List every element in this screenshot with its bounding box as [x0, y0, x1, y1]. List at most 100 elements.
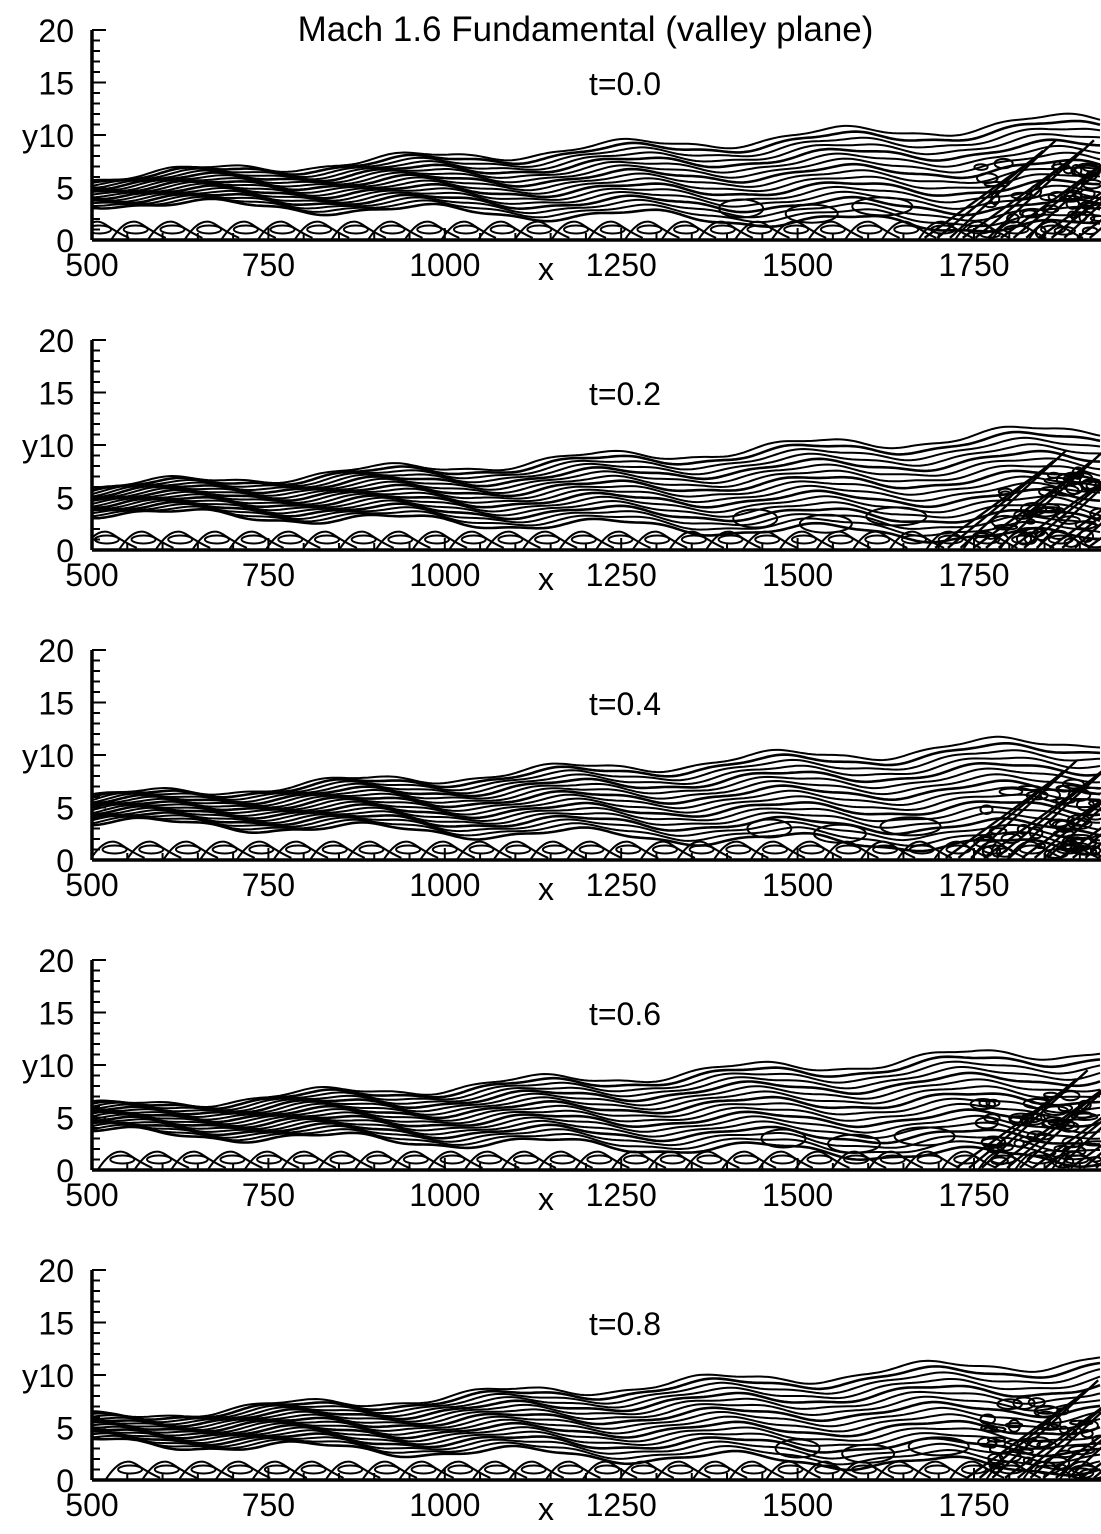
- wave-contour: [1038, 486, 1061, 498]
- wall-contour: [852, 530, 908, 550]
- x-axis-label: x: [538, 561, 554, 597]
- wall-contour: [786, 840, 843, 860]
- wall-contour: [632, 530, 688, 550]
- wave-contour: [923, 160, 1032, 239]
- wall-contour: [447, 1464, 474, 1475]
- wave-contour: [936, 149, 1044, 239]
- contour-line: [92, 1066, 1101, 1113]
- wall-contour: [153, 1464, 180, 1475]
- wave-contour: [988, 1444, 1012, 1455]
- wave-contour: [1021, 209, 1038, 219]
- wave-contour: [1062, 778, 1085, 790]
- wave-contour: [1084, 537, 1101, 549]
- x-axis-label: x: [538, 1491, 554, 1527]
- wall-contour: [178, 1460, 234, 1480]
- wall-contour: [912, 1460, 968, 1480]
- x-tick-label: 750: [242, 247, 295, 283]
- contour-line: [92, 779, 1101, 812]
- y-tick-label: 15: [38, 1306, 74, 1342]
- x-tick-label: 1500: [762, 1177, 833, 1213]
- wall-contour: [729, 1460, 785, 1480]
- wall-contour: [147, 220, 203, 240]
- wave-contour: [979, 834, 993, 841]
- wave-contour: [1063, 537, 1079, 549]
- x-tick-label: 500: [65, 867, 118, 903]
- contour-line: [92, 197, 1101, 233]
- wall-contour: [624, 220, 680, 240]
- y-tick-label: 15: [38, 996, 74, 1032]
- wall-contour: [783, 224, 810, 235]
- wall-contour: [331, 220, 387, 240]
- wave-contour: [994, 533, 1009, 545]
- wave-contour: [1058, 1121, 1080, 1133]
- wall-contour: [265, 530, 321, 550]
- x-axis-label: x: [538, 251, 554, 287]
- wave-contour: [1000, 832, 1022, 844]
- contour-line: [92, 119, 1101, 184]
- wall-contour: [468, 844, 495, 855]
- wave-contour: [1004, 1406, 1101, 1479]
- wall-contour: [901, 534, 928, 545]
- wall-contour: [497, 534, 524, 545]
- wall-contour: [740, 1464, 767, 1475]
- wall-contour: [321, 844, 348, 855]
- contour-line: [92, 1120, 1101, 1146]
- wall-contour: [92, 224, 113, 235]
- time-label: t=0.2: [589, 376, 661, 412]
- contour-line: [92, 194, 1101, 222]
- contour-line: [92, 1406, 1101, 1434]
- wave-contour: [1061, 1136, 1083, 1149]
- wall-contour: [354, 1150, 410, 1170]
- wave-contour: [979, 230, 1001, 239]
- wall-contour: [220, 220, 277, 240]
- wave-contour: [1053, 1144, 1069, 1153]
- vortex-contour: [907, 1436, 970, 1457]
- wall-contour: [868, 1150, 924, 1170]
- time-label: t=0.6: [589, 996, 661, 1032]
- wall-contour: [391, 1150, 447, 1170]
- wave-contour: [1074, 520, 1098, 530]
- wave-contour: [1051, 1154, 1075, 1169]
- wall-contour: [244, 1150, 300, 1170]
- wall-contour: [184, 220, 240, 240]
- x-tick-label: 1000: [409, 867, 480, 903]
- wall-contour: [387, 534, 414, 545]
- contour-line: [92, 1108, 1101, 1129]
- y-tick-label: 15: [38, 66, 74, 102]
- wall-contour: [777, 1464, 804, 1475]
- wave-contour: [961, 160, 1070, 239]
- wall-contour: [742, 530, 798, 550]
- wave-contour: [1089, 507, 1101, 520]
- wall-contour: [839, 1460, 895, 1480]
- contour-line: [92, 1085, 1101, 1121]
- wave-contour: [1019, 502, 1048, 516]
- wall-contour: [696, 1154, 723, 1165]
- contour-lines: [92, 112, 1101, 240]
- contour-line: [92, 1375, 1101, 1426]
- contour-line: [92, 457, 1101, 499]
- wave-contour: [1057, 515, 1081, 525]
- y-tick-label: 0: [56, 1463, 74, 1499]
- x-tick-label: 1000: [409, 1177, 480, 1213]
- wall-contour: [130, 534, 157, 545]
- contour-line: [92, 133, 1101, 189]
- wave-contour: [1012, 1396, 1036, 1410]
- contour-line: [92, 762, 1101, 806]
- y-tick-label: 0: [56, 1153, 74, 1189]
- wall-contour: [623, 1154, 650, 1165]
- wave-contour: [995, 847, 1015, 858]
- wall-contour: [227, 1464, 254, 1475]
- wall-contour: [346, 840, 402, 860]
- wall-contour: [159, 224, 186, 235]
- wave-contour: [1052, 484, 1080, 497]
- wave-contour: [1047, 1119, 1066, 1127]
- wall-contour: [435, 1460, 491, 1480]
- contour-line: [92, 773, 1101, 809]
- wave-contour: [979, 1413, 996, 1426]
- wall-contour: [557, 1464, 584, 1475]
- wave-contour: [959, 449, 1068, 549]
- wall-contour: [367, 220, 423, 240]
- wave-contour: [973, 163, 989, 171]
- wall-contour: [419, 840, 476, 860]
- wall-contour: [684, 1150, 740, 1170]
